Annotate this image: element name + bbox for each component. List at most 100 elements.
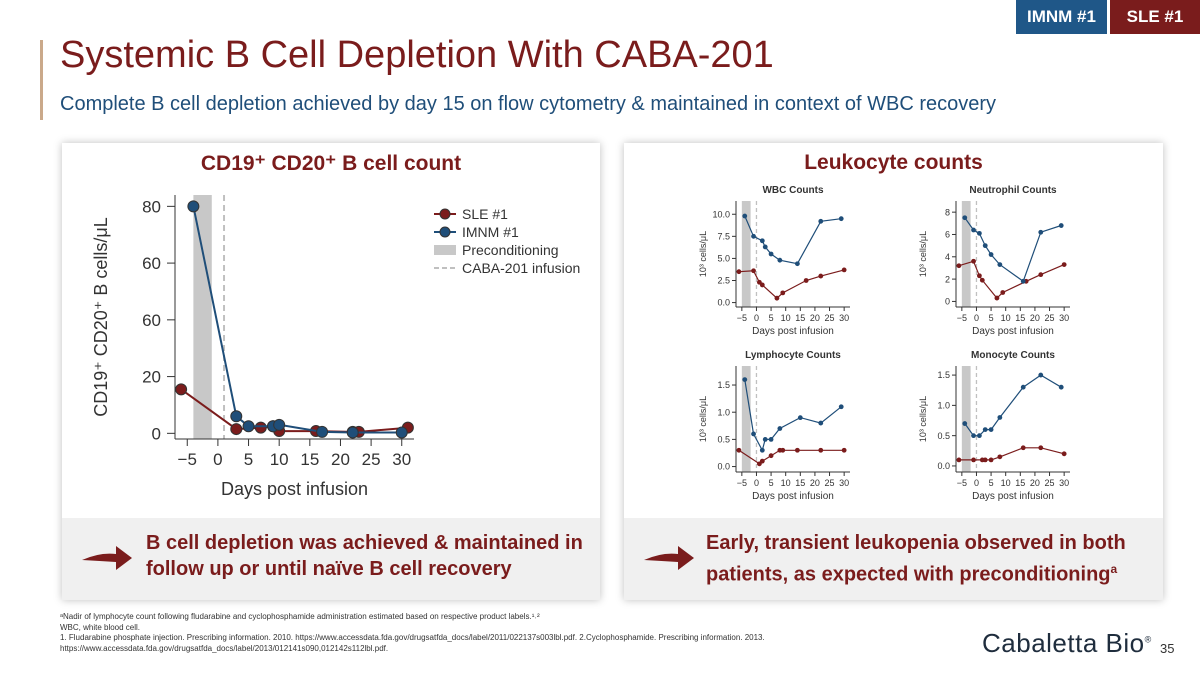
- data-point: [794, 261, 800, 267]
- data-point: [982, 457, 988, 463]
- data-point: [242, 420, 255, 433]
- data-point: [346, 426, 359, 439]
- data-point: [1038, 445, 1044, 451]
- x-tick-label: 30: [1059, 313, 1069, 323]
- x-tick-label: 15: [300, 450, 319, 469]
- data-point: [395, 426, 408, 439]
- data-point: [1038, 372, 1044, 378]
- y-tick-label: 0.0: [717, 462, 730, 472]
- y-tick-label: 0.5: [717, 435, 730, 445]
- footnote-a: ᵃNadir of lymphocyte count following flu…: [60, 612, 540, 621]
- x-tick-label: 25: [1045, 313, 1055, 323]
- data-point: [1058, 223, 1064, 228]
- y-tick-label: 0.0: [717, 298, 730, 308]
- x-tick-label: 25: [825, 313, 835, 323]
- data-point: [841, 447, 847, 453]
- data-point: [818, 218, 824, 224]
- x-tick-label: 20: [331, 450, 350, 469]
- data-point: [971, 457, 976, 463]
- logo-registered-mark: ®: [1144, 634, 1152, 645]
- x-axis-label: Days post infusion: [752, 491, 834, 502]
- data-point: [736, 447, 742, 453]
- bcell-chart: 0 20 60 60 80 −5 0 5 10 15 20 25 30 Days post infusio…: [91, 195, 580, 499]
- subplot-title: Lymphocyte Counts: [745, 350, 841, 361]
- y-tick-label: 0.5: [937, 431, 950, 441]
- data-point: [994, 295, 1000, 301]
- data-point: [988, 427, 994, 432]
- y-tick-label: 1.0: [937, 401, 950, 411]
- y-tick-label: 60: [142, 254, 161, 273]
- lymphocyte-chart: Lymphocyte Counts 0.0 0.5 1.0 1.5 −5 0 5 10 15 20 2…: [698, 350, 850, 502]
- x-tick-label: −5: [737, 313, 747, 323]
- imnm-tag: IMNM #1: [1016, 0, 1107, 34]
- x-tick-label: 5: [244, 450, 253, 469]
- bcell-callout-text: B cell depletion was achieved & maintain…: [146, 532, 583, 580]
- data-point: [254, 421, 267, 434]
- data-point: [751, 233, 756, 239]
- x-tick-label: −5: [957, 478, 967, 488]
- bcell-panel-title: CD19⁺ CD20⁺ B cell count: [200, 152, 462, 175]
- data-point: [971, 258, 976, 264]
- data-point: [971, 227, 976, 233]
- y-tick-label: 0.0: [937, 461, 950, 471]
- leukocyte-callout: Early, transient leukopenia observed in …: [624, 518, 1163, 600]
- data-point: [838, 404, 844, 410]
- y-tick-label: 4: [945, 252, 950, 262]
- y-tick-label: 0: [945, 297, 950, 307]
- data-point: [818, 273, 824, 279]
- y-tick-label: 60: [142, 311, 161, 330]
- data-point: [777, 257, 783, 263]
- y-tick-label: 20: [142, 368, 161, 387]
- x-tick-label: 20: [810, 478, 820, 488]
- data-point: [997, 415, 1003, 420]
- data-point: [979, 277, 985, 283]
- x-tick-label: 0: [974, 478, 979, 488]
- y-axis-label: 10³ cells/μL: [698, 231, 708, 277]
- x-tick-label: 25: [1045, 478, 1055, 488]
- leukocyte-panel-title: Leukocyte counts: [804, 151, 983, 174]
- x-tick-label: 25: [362, 450, 381, 469]
- x-tick-label: 0: [754, 313, 759, 323]
- data-point: [230, 410, 243, 423]
- x-axis-label: Days post infusion: [221, 479, 368, 499]
- y-tick-label: 8: [945, 207, 950, 217]
- data-point: [1000, 290, 1006, 295]
- data-point: [1061, 451, 1067, 457]
- subplot-title: WBC Counts: [762, 185, 824, 196]
- data-point: [956, 263, 962, 269]
- series-line: [744, 215, 842, 265]
- data-point: [976, 433, 982, 439]
- legend-swatch: [434, 245, 456, 255]
- data-point: [988, 457, 994, 463]
- data-point: [175, 383, 188, 396]
- y-axis-label: CD19⁺ CD20⁺ B cells/μL: [91, 217, 111, 416]
- footnote-ref-1: 1. Fludarabine phosphate injection. Pres…: [60, 633, 765, 642]
- leukocyte-callout-body: Early, transient leukopenia observed in …: [706, 532, 1126, 586]
- data-point: [1020, 445, 1026, 451]
- data-point: [794, 447, 800, 453]
- x-axis-label: Days post infusion: [972, 491, 1054, 502]
- data-point: [780, 290, 786, 296]
- data-point: [759, 238, 765, 244]
- y-tick-label: 2.5: [717, 276, 730, 286]
- data-point: [997, 454, 1003, 460]
- data-point: [1020, 278, 1026, 284]
- y-tick-label: 0: [152, 424, 161, 443]
- y-axis-label: 10³ cells/μL: [918, 396, 928, 442]
- series-line: [180, 388, 408, 433]
- data-point: [997, 262, 1003, 267]
- data-point: [759, 447, 765, 453]
- y-axis-label: 10³ cells/μL: [918, 231, 928, 277]
- legend-label: IMNM #1: [462, 224, 519, 240]
- data-point: [762, 244, 768, 250]
- data-point: [751, 268, 756, 274]
- series-line: [738, 449, 845, 465]
- data-point: [841, 267, 847, 273]
- bcell-panel: CD19⁺ CD20⁺ B cell count 0 20 60 60 80 −5 0 5 10…: [62, 143, 600, 600]
- y-tick-label: 1.0: [717, 407, 730, 417]
- legend-label: Preconditioning: [462, 242, 559, 258]
- x-tick-label: 0: [974, 313, 979, 323]
- logo-text: Cabaletta Bio: [982, 628, 1145, 658]
- series-line: [744, 379, 842, 452]
